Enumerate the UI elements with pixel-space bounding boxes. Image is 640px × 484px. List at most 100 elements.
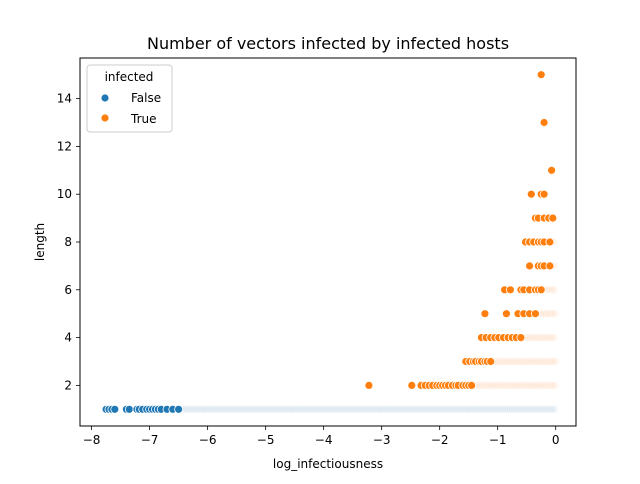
scatter-point-false-dense xyxy=(222,404,231,414)
scatter-point-true-dense xyxy=(520,357,530,366)
scatter-point-false-dense xyxy=(338,404,348,414)
scatter-point-true-dense xyxy=(539,309,549,319)
scatter-point-false-dense xyxy=(371,404,381,414)
scatter-point-false-dense xyxy=(257,404,267,414)
scatter-point-false-dense xyxy=(453,404,462,414)
scatter-point-false-dense xyxy=(266,404,275,414)
scatter-point-false-dense xyxy=(539,404,548,414)
scatter-point-true-dense xyxy=(545,333,554,342)
scatter-point-false-dense xyxy=(475,404,484,414)
scatter-point-false-dense xyxy=(374,404,383,414)
scatter-point-false-dense xyxy=(209,404,218,414)
scatter-point-false xyxy=(124,404,134,414)
scatter-point-true-dense xyxy=(538,333,548,342)
scatter-point-false-dense xyxy=(541,404,550,414)
scatter-point-true-dense xyxy=(551,357,561,366)
y-tick-label: 10 xyxy=(57,187,72,201)
scatter-point-false-dense xyxy=(332,404,341,414)
scatter-point-false-dense xyxy=(495,404,504,414)
scatter-point-true xyxy=(536,70,546,80)
scatter-point-false-dense xyxy=(360,404,370,414)
scatter-point-true xyxy=(467,380,477,390)
scatter-point-false-dense xyxy=(484,404,493,414)
scatter-point-false-dense xyxy=(228,404,238,414)
scatter-point-false-dense xyxy=(547,404,557,414)
scatter-point-true-dense xyxy=(548,381,558,390)
scatter-point-true-dense xyxy=(546,357,556,366)
scatter-point-false-dense xyxy=(466,404,476,414)
chart-title: Number of vectors infected by infected h… xyxy=(147,34,509,53)
scatter-point-false-dense xyxy=(468,404,478,414)
scatter-point-true-dense xyxy=(527,357,536,366)
scatter-point-false-dense xyxy=(195,404,205,414)
scatter-point-false-dense xyxy=(376,404,385,414)
scatter-point-false-dense xyxy=(519,404,528,414)
scatter-point-false-dense xyxy=(202,404,212,414)
scatter-point-true-dense xyxy=(498,381,507,390)
legend-marker-false xyxy=(100,93,110,103)
scatter-point-false-dense xyxy=(369,404,379,414)
scatter-point-false-dense xyxy=(189,404,198,414)
scatter-point-true-dense xyxy=(544,381,553,390)
scatter-point-false-dense xyxy=(204,404,214,414)
scatter-point-true-dense xyxy=(487,381,496,390)
scatter-point-false-dense xyxy=(347,404,357,414)
scatter-point-true xyxy=(539,118,549,127)
legend-title: infected xyxy=(105,70,154,84)
x-tick-label: −8 xyxy=(83,433,101,447)
scatter-point-false-dense xyxy=(429,404,438,414)
scatter-point-false-dense xyxy=(455,404,465,414)
scatter-point-true xyxy=(539,189,549,199)
x-axis-ticks: −8 −7 −6 −5 −4 −3 −2 −1 0 xyxy=(83,426,560,447)
scatter-point-false-dense xyxy=(543,404,553,414)
scatter-point-false-dense xyxy=(512,404,522,414)
scatter-point-false-dense xyxy=(420,404,429,414)
scatter-point-false-dense xyxy=(275,404,284,414)
scatter-point-true xyxy=(501,309,511,319)
scatter-point-false-dense xyxy=(261,404,271,414)
scatter-point-false-dense xyxy=(400,404,410,414)
scatter-point-false-dense xyxy=(409,404,418,414)
scatter-point-false-dense xyxy=(255,404,264,414)
scatter-point-true xyxy=(548,213,558,223)
scatter-point-false-dense xyxy=(508,404,517,414)
scatter-point-false-dense xyxy=(343,404,352,414)
legend: infected False True xyxy=(86,64,173,133)
scatter-point-true-dense xyxy=(525,333,535,342)
scatter-point-true-dense xyxy=(531,381,540,390)
scatter-point-false-dense xyxy=(479,404,489,414)
scatter-point-true-dense xyxy=(500,381,509,390)
scatter-point-false-dense xyxy=(481,404,491,414)
scatter-point-true-dense xyxy=(536,333,546,342)
scatter-point-true-dense xyxy=(518,357,528,366)
scatter-point-true-dense xyxy=(537,381,547,390)
scatter-point-true xyxy=(545,237,555,247)
scatter-point-false-dense xyxy=(231,404,240,414)
scatter-point-false-dense xyxy=(521,404,531,414)
y-tick-label: 8 xyxy=(64,235,72,249)
scatter-point-false-dense xyxy=(459,404,469,414)
scatter-point-true-dense xyxy=(524,381,534,390)
scatter-point-true-dense xyxy=(544,357,554,366)
scatter-point-true-dense xyxy=(522,357,532,366)
scatter-point-false-dense xyxy=(517,404,526,414)
scatter-point-true-dense xyxy=(545,285,555,295)
scatter-point-false-dense xyxy=(277,404,286,414)
legend-label-false: False xyxy=(131,91,161,105)
scatter-point-false-dense xyxy=(327,404,337,414)
x-axis-label: log_infectiousness xyxy=(273,457,383,471)
scatter-point-true-dense xyxy=(505,357,514,366)
scatter-point-true-dense xyxy=(493,381,503,390)
scatter-point-false-dense xyxy=(440,404,449,414)
scatter-point-true-dense xyxy=(511,381,520,390)
scatter-point-false-dense xyxy=(451,404,460,414)
scatter-point-true-dense xyxy=(496,357,506,366)
scatter-point-false-dense xyxy=(442,404,451,414)
scatter-point-false-dense xyxy=(191,404,201,414)
scatter-point-false-dense xyxy=(426,404,436,414)
scatter-point-true xyxy=(480,309,490,319)
scatter-point-true-dense xyxy=(527,333,537,342)
scatter-point-false-dense xyxy=(464,404,473,414)
scatter-point-false-dense xyxy=(237,404,247,414)
scatter-point-false-dense xyxy=(473,404,482,414)
